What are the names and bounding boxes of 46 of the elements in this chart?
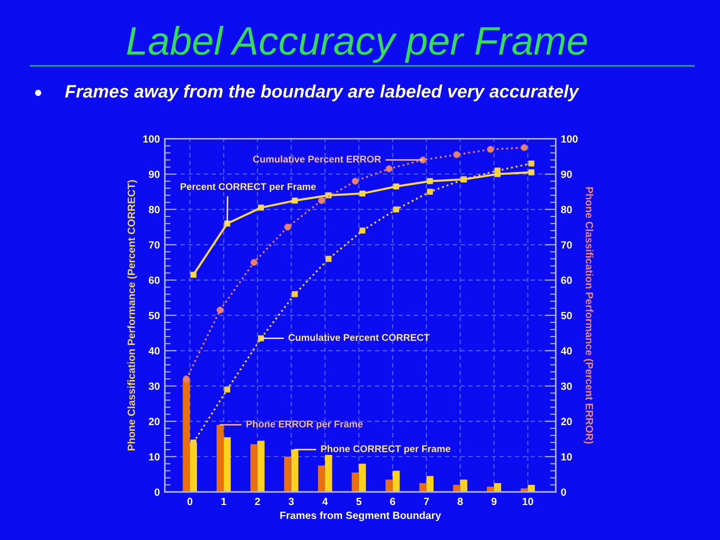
- bar: [182, 378, 190, 492]
- y-axis-title: Phone Classification Performance (Percent CORRECT): [127, 180, 138, 450]
- series-label: Cumulative Percent CORRECT: [288, 334, 430, 341]
- y2-axis-title: Phone Classification Performance (Percent ERROR): [584, 187, 594, 444]
- y-tick-label: 40: [148, 347, 160, 355]
- y2-tick-label: 100: [561, 135, 578, 143]
- y-tick-label: 90: [148, 170, 160, 178]
- y-tick-label: 30: [148, 382, 160, 390]
- x-tick-label: 2: [254, 498, 260, 506]
- point: [258, 204, 264, 211]
- x-tick-label: 4: [322, 498, 328, 506]
- x-axis-title: Frames from Segment Boundary: [280, 511, 442, 522]
- y-tick-label: 10: [149, 453, 160, 460]
- x-tick-label: 5: [356, 498, 362, 506]
- series-label: Cumulative Percent ERROR: [253, 155, 382, 163]
- y-tick-label: 50: [148, 312, 160, 320]
- y2-tick-label: 60: [561, 276, 572, 284]
- y2-tick-label: 30: [560, 382, 572, 390]
- x-tick-label: 8: [458, 498, 463, 506]
- y2-tick-label: 0: [561, 488, 566, 496]
- y-tick-label: 70: [148, 241, 160, 249]
- x-tick-label: 6: [390, 498, 396, 506]
- x-tick-label: 9: [491, 498, 497, 506]
- series-label: Phone CORRECT per Frame: [321, 445, 450, 454]
- y-tick-label: 100: [143, 135, 160, 143]
- x-tick-label: 3: [288, 498, 294, 506]
- x-tick-label: 7: [424, 498, 429, 506]
- y2-tick-label: 90: [561, 170, 572, 178]
- x-tick-label: 1: [221, 498, 226, 506]
- y-tick-label: 60: [148, 276, 160, 284]
- point: [224, 386, 230, 393]
- y2-tick-label: 10: [561, 453, 572, 460]
- y2-tick-label: 20: [561, 418, 572, 426]
- x-tick-label: 0: [187, 498, 192, 506]
- chart-subtitle: Frames away from the boundary are labeled very accurately: [65, 84, 580, 102]
- y-tick-label: 0: [154, 488, 160, 496]
- series-label: Percent CORRECT per Frame: [180, 183, 316, 192]
- x-tick-label: 10: [522, 498, 534, 506]
- y2-tick-label: 50: [561, 312, 572, 320]
- y2-tick-label: 40: [560, 347, 572, 355]
- y-tick-label: 80: [148, 206, 160, 214]
- chart-title: Label Accuracy per Frame: [127, 26, 588, 63]
- y2-tick-label: 80: [561, 206, 572, 214]
- series-label: Phone ERROR per Frame: [246, 420, 363, 430]
- y2-tick-label: 70: [561, 241, 572, 249]
- y-tick-label: 20: [148, 418, 160, 426]
